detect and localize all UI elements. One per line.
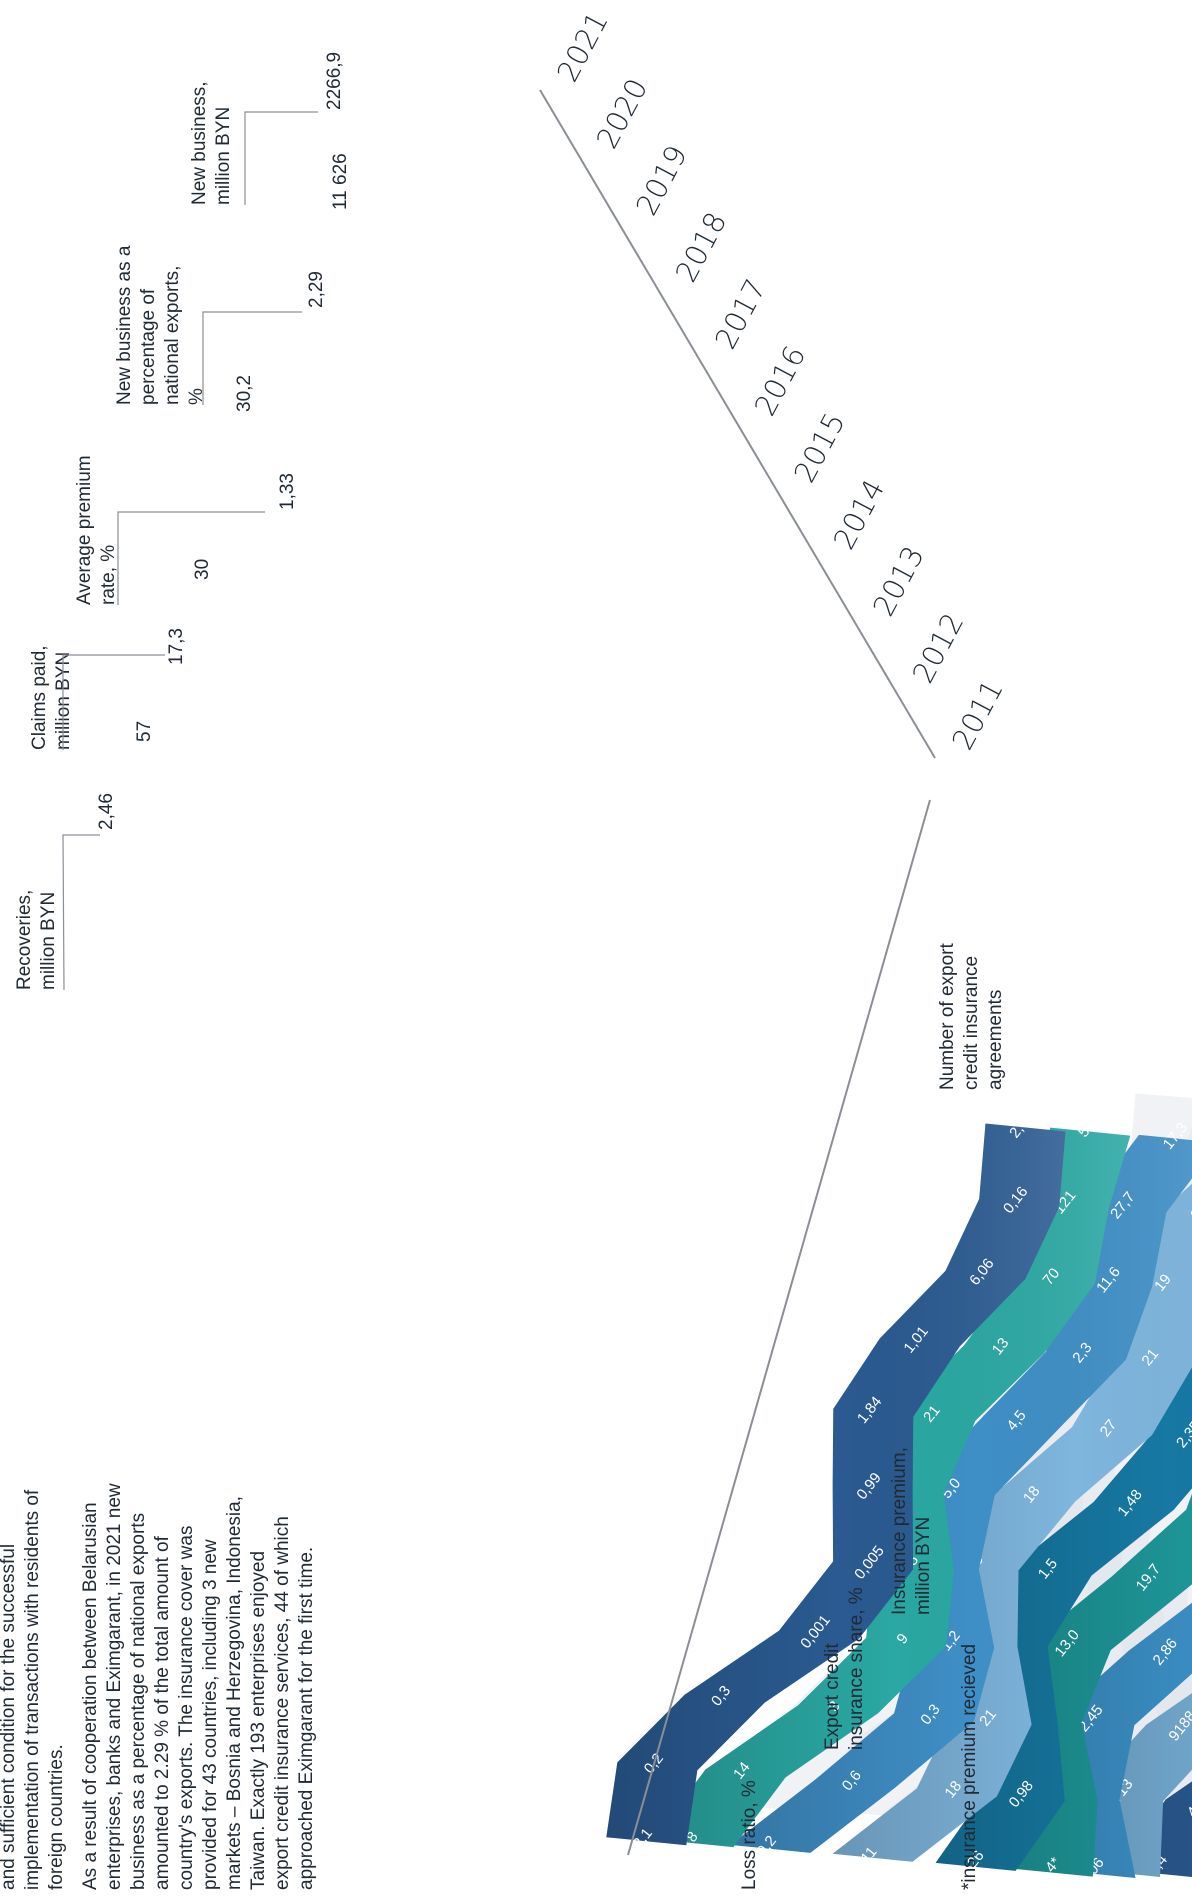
paragraph-line: business as a percentage of national exp… [128,1513,149,1890]
series-axis-line [627,799,931,1856]
axis-label: agreements [985,990,1006,1090]
year-label: 2017 [708,273,773,354]
paragraph-line: country's exports. The insurance cover w… [176,1526,197,1890]
paragraph-line: enterprises, banks and Eximgarant, in 20… [104,1483,125,1890]
paragraph-line: markets – Bosnia and Herzegovina, Indone… [224,1496,245,1890]
category-label: Average premium [74,455,95,605]
category-label: rate, % [98,545,119,605]
paragraph-line: As a result of cooperation between Belar… [80,1502,101,1890]
year-label: 2018 [669,207,734,288]
category-label: million BYN [38,892,59,990]
category-label: million BYN [213,107,234,205]
data-label: 27 [1187,1199,1192,1223]
year-label: 2014 [827,474,892,555]
category-label: % [186,388,207,405]
data-label: 27 [1097,1416,1121,1440]
leader-line [62,654,165,750]
paragraph-line: Taiwan. Exactly 193 enterprises enjoyed [248,1551,269,1890]
body-text: and sufficient condition for the success… [0,1483,980,1890]
ribbon-shade [606,1123,1066,1846]
paragraph-line: approached Eximgarant for the first time… [296,1547,317,1890]
category-label: Recoveries, [14,890,35,990]
data-label: 21 [920,1402,944,1426]
paragraph-line: and sufficient condition for the success… [0,1544,19,1890]
leader-line [202,311,302,405]
paragraph-line: export credit insurance services, 44 of … [272,1516,293,1890]
category-label: New business, [189,81,210,205]
axis-label: insurance share, % [846,1587,867,1750]
axis-label: credit insurance [961,956,982,1090]
top-value: 1,33 [277,473,298,510]
axis-label: Insurance premium, [889,1447,910,1615]
leader-line [244,111,318,205]
year-label: 2016 [748,340,813,421]
year-label: 2021 [550,6,615,87]
axis-label: Number of export [937,942,958,1090]
data-label: 21 [1139,1346,1163,1370]
paragraph-line: provided for 43 countries, including 3 n… [200,1539,221,1890]
year-label: 2019 [629,140,694,221]
paragraph-line: amounted to 2.29 % of the total amount o… [152,1535,173,1890]
axis-label: Export credit [822,1643,843,1750]
leader-line [117,511,265,605]
data-label: 57 [1075,1117,1099,1141]
data-label: 70 [1040,1265,1064,1289]
axis-label: million BYN [913,1517,934,1615]
data-label: 18 [941,1778,965,1802]
data-label: 18 [1020,1483,1044,1507]
category-label: Claims paid, [29,645,50,750]
top-value: 11 626 [330,153,351,210]
labels: 2,46 57 17,3 30 1,33 30,2 2,29 11 626 2266,9 Reco… [14,52,1006,1890]
leader-line [62,834,100,991]
top-value: 30,2 [234,375,255,412]
category-label: national exports, [162,266,183,405]
year-label: 2013 [866,541,931,622]
series-ribbon: 2,10,20,30,0010,0050,991,841,016,060,162… [606,1108,1066,1852]
series-ribbon: 0,20,60,31,24,85,04,52,311,627,717,3 [730,1119,1192,1859]
year-label: 2020 [590,73,655,154]
data-label: 19 [1151,1271,1175,1295]
category-label: New business as a [114,245,135,405]
year-label: 2011 [945,674,1010,755]
top-value: 17,3 [166,628,187,665]
footnote: *insurance premium recieved [959,1644,980,1890]
series-ribbons: 111,4430,1795,71037,31308,4844916,51577,… [606,1108,1192,1890]
year-axis-line [539,89,936,759]
paragraph-line: implementation of transactions with resi… [22,1489,43,1890]
axis-label: Loss ratio, % [739,1780,760,1890]
paragraph-line: foreign countries. [46,1744,67,1890]
data-label: 13 [989,1335,1013,1359]
series-ribbon: 1118213136182721192730 [832,1183,1192,1866]
top-value: 57 [134,721,155,742]
category-label: percentage of [138,288,159,405]
top-value: 30 [192,559,213,580]
top-value: 2266,9 [324,52,345,110]
year-label: 2015 [787,407,852,488]
ribbon-shade [730,1134,1192,1853]
data-label: 14 [730,1759,754,1783]
data-label: 21 [976,1706,1000,1730]
year-label: 2012 [906,607,971,688]
ribbon-shade [832,1183,1192,1862]
top-value: 2,29 [306,271,327,308]
top-value: 2,46 [96,793,117,830]
